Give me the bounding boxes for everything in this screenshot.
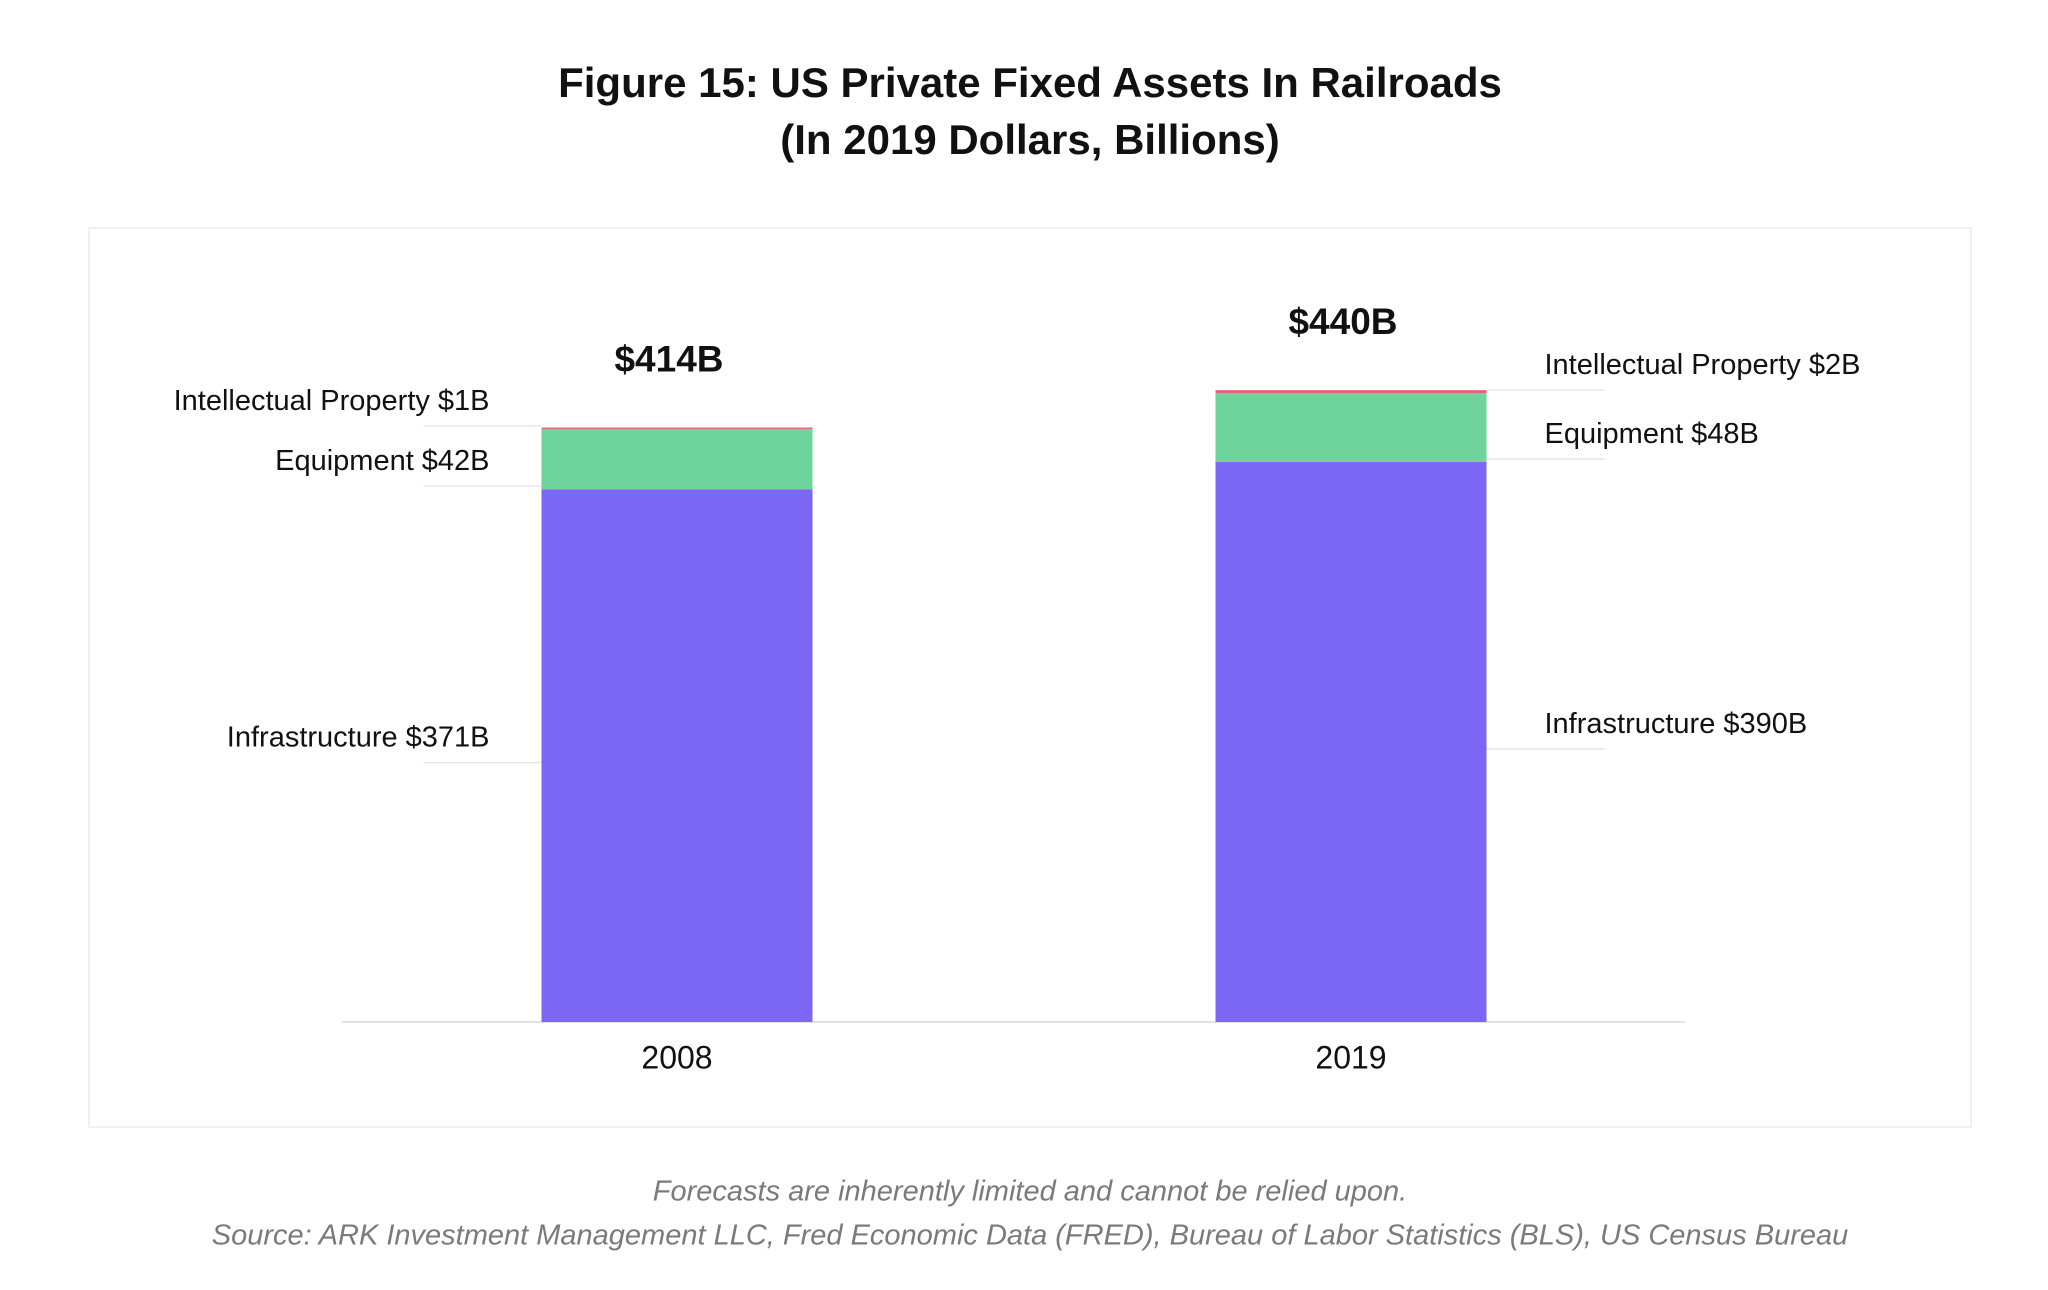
series-name: Equipment [1545,418,1684,450]
segment-label: Intellectual Property $2B [1545,349,1861,381]
value-label: $390B [1723,708,1807,740]
bar-segment [1215,461,1487,1023]
bar-segment [1215,390,1487,394]
segment-label: Intellectual Property $1B [174,385,490,417]
source: Source: ARK Investment Management LLC, F… [212,1220,1849,1252]
x-tick-label: 2008 [641,1039,712,1075]
segment-label: Infrastructure $371B [227,721,490,753]
value-label: $48B [1691,418,1759,450]
series-name: Equipment [275,445,414,477]
bar-segment [541,427,813,429]
bar-segment [541,428,813,490]
series-name: Infrastructure [227,721,398,753]
value-label: $1B [438,385,490,417]
series-name: Infrastructure [1545,708,1716,740]
bar-segment [1215,393,1487,462]
bar-segment [541,489,813,1022]
segment-label: Equipment $42B [275,445,489,477]
chart-title: Figure 15: US Private Fixed Assets In Ra… [558,59,1502,106]
plot-frame [88,227,1972,1128]
series-name: Intellectual Property [174,385,431,417]
chart-subtitle: (In 2019 Dollars, Billions) [780,116,1279,163]
value-label: $371B [406,721,490,753]
value-label: $2B [1809,349,1861,381]
x-tick-label: 2019 [1315,1039,1386,1075]
segment-label: Infrastructure $390B [1545,708,1808,740]
disclaimer: Forecasts are inherently limited and can… [653,1176,1407,1208]
value-label: $42B [422,445,490,477]
total-label: $440B [1288,301,1397,342]
segment-label: Equipment $48B [1545,418,1759,450]
series-name: Intellectual Property [1545,349,1802,381]
total-label: $414B [614,338,723,379]
